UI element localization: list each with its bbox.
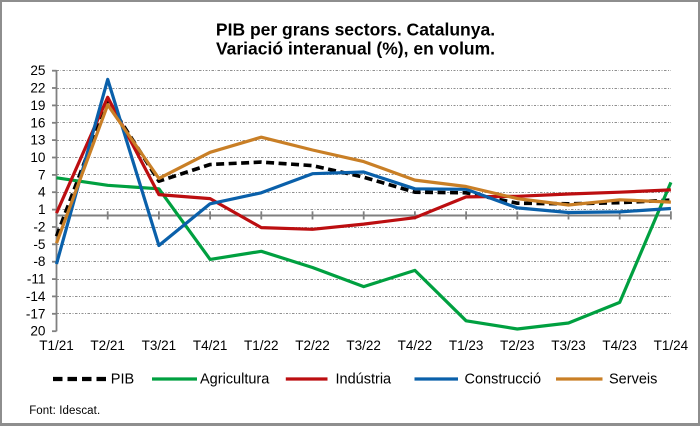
svg-text:-14: -14: [26, 289, 46, 304]
svg-text:Font: Idescat.: Font: Idescat.: [29, 405, 100, 417]
svg-text:T2/22: T2/22: [295, 338, 330, 353]
svg-text:22: 22: [30, 81, 45, 96]
svg-text:Indústria: Indústria: [336, 372, 393, 388]
svg-text:T4/22: T4/22: [398, 338, 433, 353]
svg-text:T1/21: T1/21: [39, 338, 74, 353]
svg-text:7: 7: [38, 167, 46, 182]
svg-text:13: 13: [30, 133, 45, 148]
svg-text:T3/22: T3/22: [346, 338, 381, 353]
svg-text:T1/23: T1/23: [449, 338, 484, 353]
svg-text:T4/21: T4/21: [193, 338, 228, 353]
svg-text:10: 10: [30, 150, 46, 165]
svg-text:-5: -5: [33, 237, 45, 252]
svg-text:16: 16: [30, 115, 45, 130]
svg-text:19: 19: [30, 98, 45, 113]
svg-text:T2/23: T2/23: [500, 338, 535, 353]
svg-text:T3/23: T3/23: [551, 338, 586, 353]
svg-text:T3/21: T3/21: [142, 338, 177, 353]
svg-text:25: 25: [30, 63, 45, 78]
svg-text:-11: -11: [27, 272, 46, 287]
svg-text:T1/24: T1/24: [654, 338, 689, 353]
svg-text:Variació interanual (%), en vo: Variació interanual (%), en volum.: [216, 38, 495, 58]
svg-text:T2/21: T2/21: [90, 338, 125, 353]
svg-text:20: 20: [30, 324, 46, 339]
svg-text:1: 1: [38, 202, 46, 217]
svg-text:Construcció: Construcció: [465, 372, 542, 388]
svg-text:T4/23: T4/23: [602, 338, 637, 353]
svg-text:-17: -17: [26, 306, 46, 321]
svg-text:Serveis: Serveis: [609, 372, 657, 388]
svg-text:-8: -8: [33, 254, 45, 269]
svg-text:T1/22: T1/22: [244, 338, 279, 353]
svg-text:-2: -2: [33, 220, 45, 235]
svg-text:4: 4: [38, 185, 46, 200]
svg-text:Agricultura: Agricultura: [200, 372, 270, 388]
svg-text:PIB: PIB: [111, 372, 134, 388]
svg-text:PIB per grans sectors. Catalun: PIB per grans sectors. Catalunya.: [216, 19, 495, 39]
